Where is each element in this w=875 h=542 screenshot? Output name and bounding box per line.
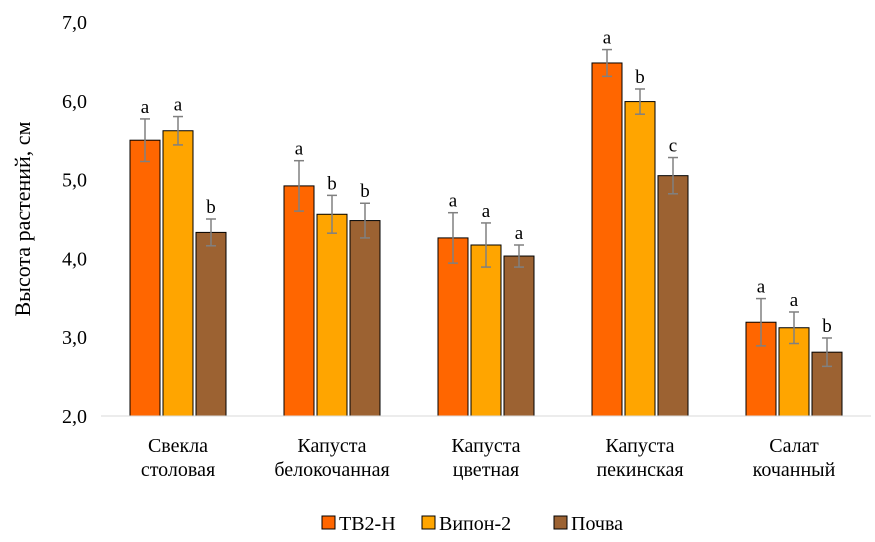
bar bbox=[349, 220, 381, 417]
x-category-label-line: Свекла bbox=[148, 435, 208, 457]
legend: ТВ2-Н Випон-2 Почва bbox=[321, 513, 623, 535]
significance-label: a bbox=[515, 223, 524, 244]
significance-label: a bbox=[295, 139, 304, 160]
significance-label: b bbox=[360, 181, 370, 202]
x-category-label-line: столовая bbox=[141, 459, 215, 481]
bar bbox=[657, 175, 689, 417]
legend-label: Почва bbox=[571, 513, 623, 535]
significance-label: a bbox=[482, 201, 491, 222]
y-tick-label: 3,0 bbox=[62, 327, 87, 349]
x-category-label-line: Салат bbox=[769, 435, 819, 457]
bar bbox=[624, 101, 656, 417]
x-category-label-line: Капуста bbox=[605, 435, 674, 457]
bar bbox=[316, 213, 348, 417]
x-category-label: Салат кочанный bbox=[753, 435, 836, 481]
legend-label: Випон-2 bbox=[439, 513, 511, 535]
significance-label: b bbox=[327, 173, 337, 194]
y-tick-label: 5,0 bbox=[62, 170, 87, 192]
y-tick-label: 2,0 bbox=[62, 406, 87, 428]
bar bbox=[129, 139, 161, 417]
bar bbox=[283, 185, 315, 417]
bar bbox=[591, 62, 623, 417]
y-axis-title: Высота растений, см bbox=[10, 121, 35, 316]
bar bbox=[162, 130, 194, 417]
error-bars bbox=[140, 48, 832, 368]
significance-label: a bbox=[449, 191, 458, 212]
significance-label: a bbox=[757, 277, 766, 298]
legend-swatch bbox=[321, 515, 336, 530]
bar bbox=[195, 231, 227, 417]
x-category-label: Капуста пекинская bbox=[596, 435, 683, 481]
significance-label: a bbox=[790, 290, 799, 311]
significance-labels: a a b a b b a a a a b c a a b bbox=[141, 28, 832, 337]
x-category-label: Капуста цветная bbox=[451, 435, 520, 481]
legend-swatch bbox=[553, 515, 568, 530]
x-category-label: Капуста белокочанная bbox=[274, 435, 389, 481]
significance-label: b bbox=[206, 197, 216, 218]
x-category-label-line: Капуста bbox=[297, 435, 366, 457]
bars bbox=[129, 62, 843, 417]
significance-label: a bbox=[603, 28, 612, 49]
y-axis: 2,0 3,0 4,0 5,0 6,0 7,0 bbox=[62, 12, 87, 428]
x-category-label-line: белокочанная bbox=[274, 459, 389, 481]
x-category-label-line: цветная bbox=[453, 459, 519, 481]
x-category-label-line: Капуста bbox=[451, 435, 520, 457]
bar bbox=[437, 237, 469, 417]
bar bbox=[470, 244, 502, 417]
significance-label: b bbox=[822, 316, 832, 337]
legend-swatch bbox=[421, 515, 436, 530]
significance-label: a bbox=[141, 97, 150, 118]
y-tick-label: 4,0 bbox=[62, 248, 87, 270]
x-category-label-line: пекинская bbox=[596, 459, 683, 481]
significance-label: a bbox=[174, 95, 183, 116]
bar bbox=[503, 255, 535, 417]
legend-label: ТВ2-Н bbox=[339, 513, 396, 535]
significance-label: b bbox=[635, 67, 645, 88]
x-category-label: Свекла столовая bbox=[141, 435, 215, 481]
y-tick-label: 6,0 bbox=[62, 91, 87, 113]
y-tick-label: 7,0 bbox=[62, 12, 87, 34]
x-category-label-line: кочанный bbox=[753, 459, 836, 481]
significance-label: c bbox=[669, 136, 677, 157]
